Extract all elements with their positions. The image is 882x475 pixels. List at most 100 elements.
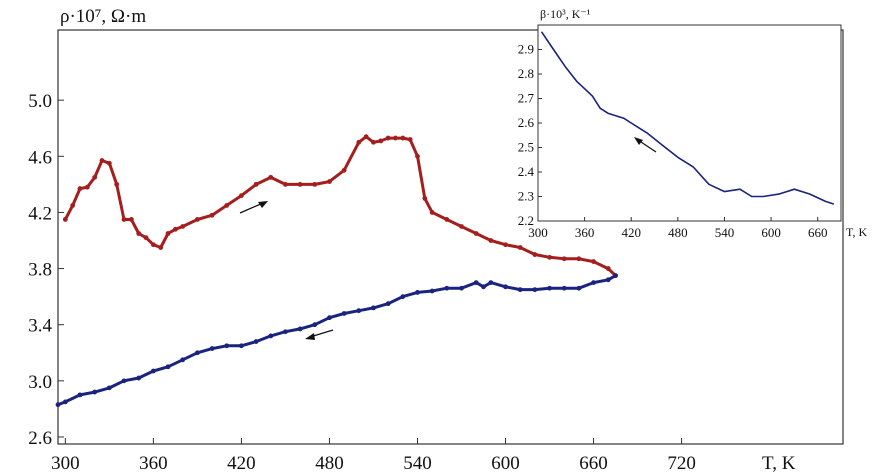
main-y-tick-label: 4.2 [28, 203, 52, 224]
main-y-ticks: 2.6 3.0 3.4 3.8 4.2 4.6 5.0 [28, 91, 64, 449]
main-data-point-cooling [194, 350, 200, 356]
main-data-point-cooling [385, 301, 391, 307]
main-data-point-heating [400, 135, 406, 141]
main-y-tick-label: 3.8 [28, 260, 52, 281]
main-data-point-heating [297, 181, 303, 187]
main-data-point-cooling [400, 294, 406, 300]
main-data-point-heating [92, 174, 98, 180]
inset-x-axis-label: T, K [846, 225, 867, 239]
main-data-point-cooling [268, 333, 274, 339]
main-data-point-cooling [239, 343, 244, 349]
main-data-point-heating [591, 259, 596, 264]
inset-cooling-arrow [634, 137, 657, 153]
main-y-tick-label: 3.4 [28, 316, 52, 337]
main-data-point-cooling [92, 389, 98, 395]
main-data-point-heating [459, 224, 464, 229]
main-y-tick-label: 3.0 [28, 372, 52, 393]
inset-series-group [541, 31, 835, 205]
main-x-tick-label: 300 [51, 453, 80, 474]
main-data-point-cooling [517, 287, 523, 293]
main-data-point-heating [239, 193, 244, 199]
main-data-point-cooling [481, 284, 486, 290]
main-data-point-cooling [459, 285, 464, 291]
main-data-point-cooling [415, 290, 420, 295]
main-data-point-cooling [429, 288, 435, 294]
main-x-tick-label: 360 [139, 453, 168, 474]
main-data-point-heating [473, 231, 479, 236]
main-data-point-cooling [532, 287, 538, 293]
main-data-point-heating [393, 135, 398, 141]
inset-x-tick-label: 420 [621, 225, 641, 240]
inset-y-tick-label: 2.6 [518, 115, 535, 130]
main-data-point-heating [84, 184, 90, 190]
main-data-point-heating [283, 181, 288, 187]
main-data-point-heating [150, 242, 156, 248]
main-x-tick-label: 660 [579, 453, 608, 474]
main-series-group [55, 134, 618, 408]
main-data-point-cooling [253, 339, 259, 344]
inset-series-line-0 [541, 31, 835, 205]
main-data-point-heating [136, 231, 142, 236]
main-data-point-cooling [62, 399, 68, 405]
main-data-point-heating [70, 203, 76, 208]
main-data-point-heating [444, 217, 450, 222]
main-data-point-cooling [327, 315, 332, 321]
main-data-point-cooling [136, 375, 142, 381]
main-data-point-heating [363, 134, 369, 140]
main-y-tick-label: 4.6 [28, 147, 52, 168]
main-data-point-cooling [209, 346, 215, 351]
main-data-point-heating [356, 139, 362, 145]
inset-y-ticks: 2.2 2.3 2.4 2.5 2.6 2.7 2.8 2.9 [518, 42, 542, 228]
cooling-arrow [305, 329, 334, 340]
main-data-point-heating [561, 256, 567, 262]
main-data-point-heating [194, 217, 200, 222]
main-data-point-cooling [547, 285, 552, 291]
main-data-point-cooling [283, 329, 288, 335]
main-data-point-cooling [55, 402, 61, 408]
inset-y-tick-label: 2.2 [518, 213, 534, 228]
main-data-point-heating [371, 139, 376, 145]
main-data-point-cooling [444, 285, 450, 291]
main-data-point-cooling [165, 364, 171, 370]
inset-x-tick-label: 300 [528, 225, 548, 240]
inset-plot-background [538, 25, 841, 221]
main-data-point-heating [180, 224, 186, 229]
main-data-point-cooling [341, 311, 347, 316]
main-data-point-cooling [150, 368, 156, 374]
main-data-point-cooling [77, 392, 83, 398]
inset-y-tick-label: 2.7 [518, 91, 535, 106]
main-data-point-heating [415, 153, 420, 159]
main-data-point-heating [312, 181, 318, 187]
main-data-point-heating [158, 245, 164, 250]
main-data-point-cooling [297, 326, 303, 332]
main-series-line-heating [63, 135, 618, 278]
main-data-point-heating [253, 181, 259, 187]
inset-x-tick-label: 540 [715, 225, 735, 240]
inset-y-tick-label: 2.3 [518, 189, 534, 204]
main-data-point-heating [99, 158, 105, 163]
inset-y-tick-label: 2.4 [518, 164, 535, 179]
main-x-tick-label: 480 [315, 453, 344, 474]
main-data-point-cooling [561, 285, 567, 291]
heating-arrow [239, 201, 268, 214]
main-data-point-heating [422, 196, 428, 201]
inset-y-tick-label: 2.9 [518, 42, 534, 57]
main-data-point-cooling [605, 277, 611, 283]
main-data-point-cooling [488, 280, 494, 286]
main-data-point-cooling [613, 273, 618, 278]
inset-y-tick-label: 2.8 [518, 66, 534, 81]
main-data-point-cooling [224, 343, 230, 349]
main-data-point-cooling [106, 385, 112, 391]
main-data-point-cooling [121, 378, 127, 384]
main-data-point-cooling [371, 305, 376, 311]
main-plot: 2.6 3.0 3.4 3.8 4.2 4.6 5.0 300 360 420 480 540 600… [28, 6, 844, 474]
inset-plot: 2.2 2.3 2.4 2.5 2.6 2.7 2.8 2.9 300 360 420 480 540… [518, 7, 868, 240]
main-data-point-heating [224, 203, 230, 208]
main-y-tick-label: 2.6 [28, 428, 52, 449]
main-data-point-cooling [576, 285, 582, 291]
main-data-point-heating [128, 217, 134, 222]
main-data-point-heating [165, 231, 171, 236]
main-data-point-heating [429, 210, 435, 215]
main-data-point-heating [77, 186, 83, 191]
